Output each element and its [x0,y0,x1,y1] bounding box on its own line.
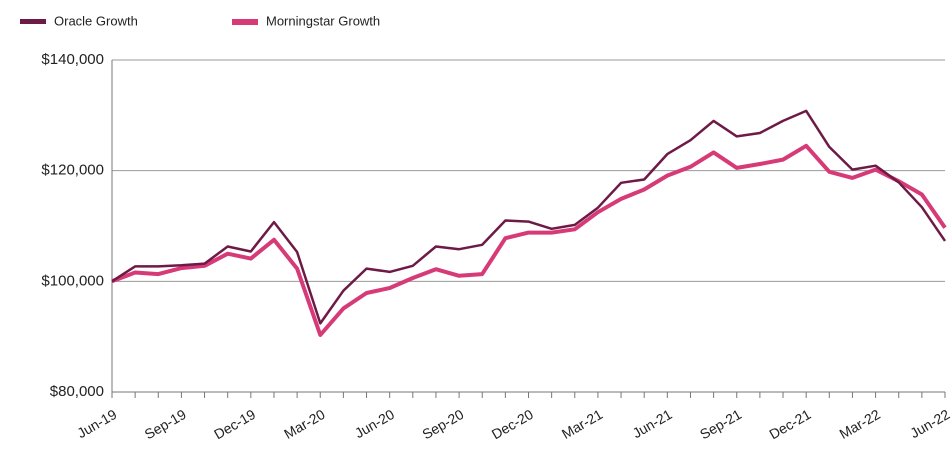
x-tick-label: Mar-21 [559,406,606,442]
x-tick-label: Sep-20 [419,406,466,443]
series-line [111,143,947,337]
x-tick-label: Dec-20 [489,406,536,443]
series-line [111,109,947,325]
legend-swatch [232,19,258,25]
x-tick-label: Dec-19 [211,406,258,443]
x-tick-label: Jun-22 [907,406,951,441]
legend-label: Oracle Growth [54,13,138,28]
y-tick-label: $120,000 [41,162,104,179]
x-tick-label: Jun-19 [74,406,119,441]
x-tick-label: Jun-21 [630,406,675,441]
x-tick-label: Jun-20 [352,406,397,441]
x-tick-label: Mar-22 [837,406,884,442]
y-tick-label: $80,000 [50,383,104,400]
x-tick-label: Sep-19 [142,406,189,443]
x-tick-label: Mar-20 [281,406,328,442]
y-tick-label: $140,000 [41,51,104,68]
legend-label: Morningstar Growth [266,13,380,28]
x-tick-label: Dec-21 [766,406,813,443]
x-tick-label: Sep-21 [697,406,744,443]
y-tick-label: $100,000 [41,272,104,289]
legend-swatch [20,19,46,24]
